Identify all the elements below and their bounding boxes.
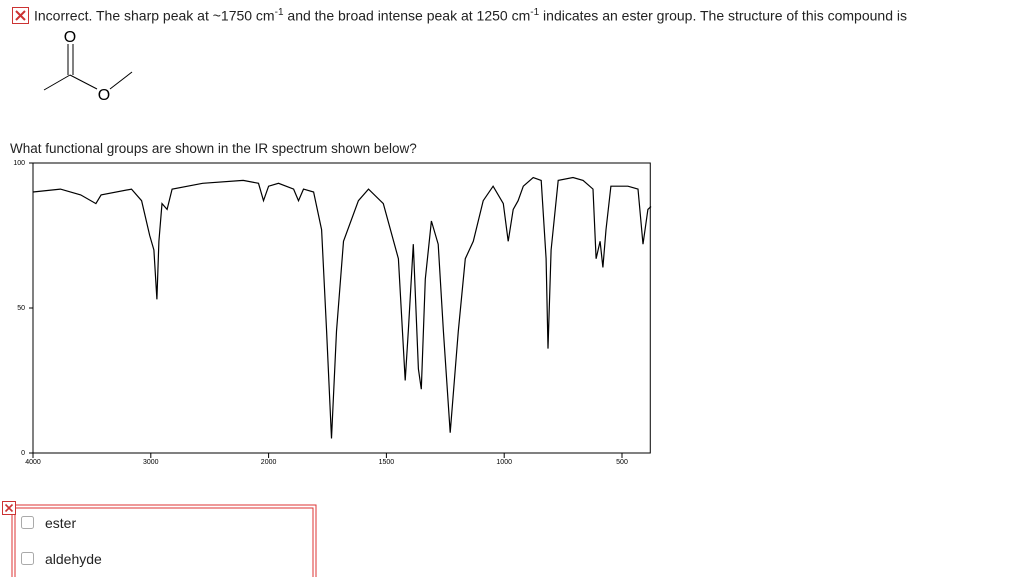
checkbox[interactable] <box>21 516 34 529</box>
x-tick-label: 1000 <box>496 459 512 466</box>
option-label[interactable]: ester <box>45 515 77 531</box>
text: Incorrect. The sharp peak at ~1750 cm <box>34 7 275 24</box>
question: What functional groups are shown in the … <box>10 141 417 156</box>
text: and the broad intense peak at 1250 cm <box>283 7 531 24</box>
y-tick-label: 100 <box>13 160 25 167</box>
x-tick-label: 1500 <box>379 459 395 466</box>
x-tick-label: 3000 <box>143 459 159 466</box>
x-tick-label: 500 <box>616 459 628 466</box>
text: indicates an ester group. The structure … <box>539 7 907 24</box>
atom-label: O <box>98 87 110 104</box>
plot-frame <box>32 162 651 454</box>
superscript: -1 <box>274 7 284 18</box>
y-tick-label: 50 <box>17 305 25 312</box>
molecule: O O <box>43 29 133 104</box>
checkbox[interactable] <box>21 552 34 565</box>
x-tick-label: 2000 <box>261 459 277 466</box>
spectrum-line <box>32 176 652 439</box>
atom-label: O <box>64 29 76 46</box>
y-tick-label: 0 <box>21 450 25 457</box>
x-tick-label: 4000 <box>25 459 41 466</box>
feedback-text: Incorrect. The sharp peak at ~1750 cm-1 … <box>34 7 907 24</box>
answer-box <box>2 501 317 577</box>
incorrect-icon <box>12 7 29 24</box>
ir-spectrum: 0 50 100 4000 3000 2000 1500 1000 500 <box>13 160 652 466</box>
superscript: -1 <box>530 7 540 18</box>
option-label[interactable]: aldehyde <box>45 551 102 567</box>
